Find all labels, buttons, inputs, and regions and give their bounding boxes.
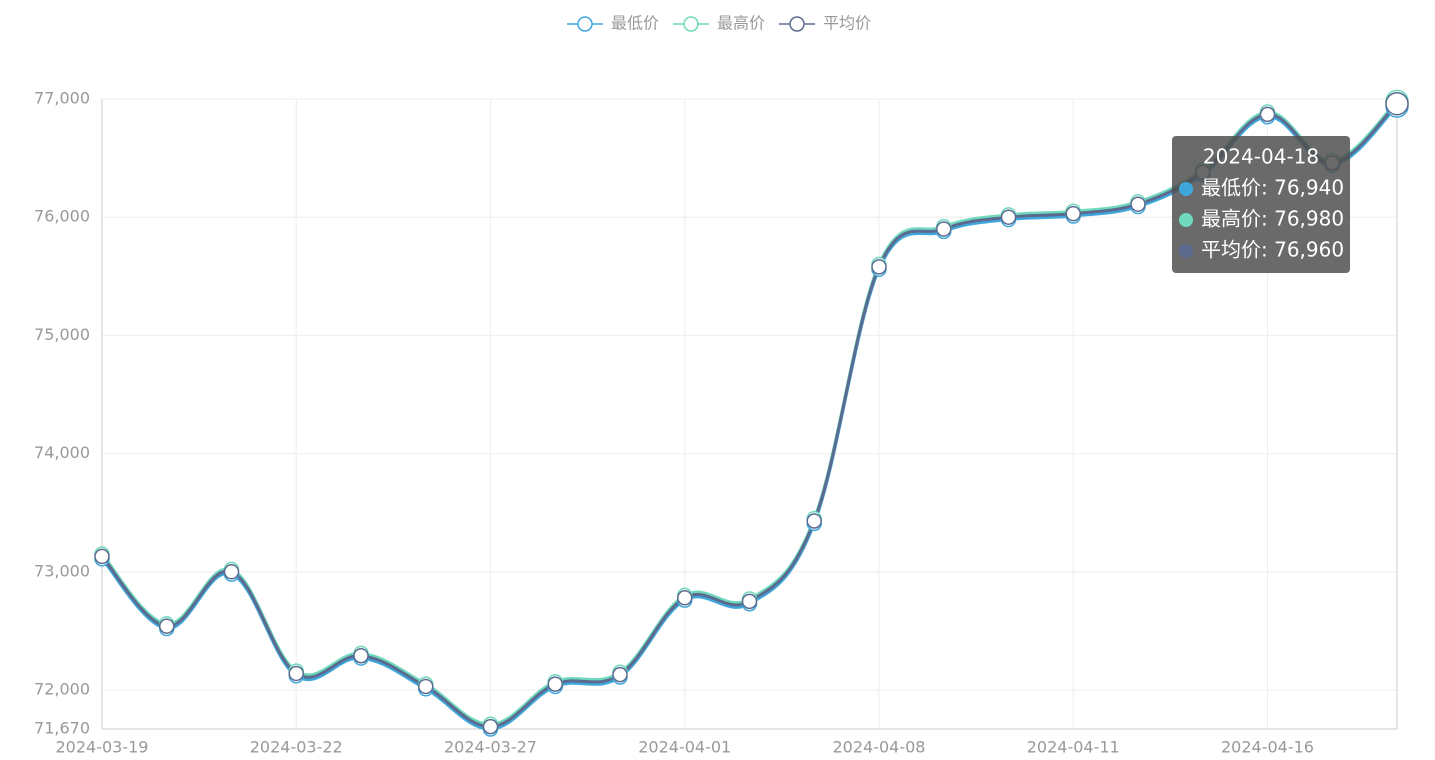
x-tick-label: 2024-04-16 bbox=[1221, 738, 1314, 757]
tooltip-line: 最低价: 76,940 bbox=[1201, 176, 1344, 200]
point bbox=[612, 666, 628, 683]
point bbox=[936, 221, 952, 237]
y-tick-label: 76,000 bbox=[34, 207, 90, 226]
legend-label: 平均价 bbox=[823, 14, 871, 33]
y-tick-label: 75,000 bbox=[34, 325, 90, 344]
point bbox=[1385, 91, 1409, 116]
y-tick-label: 72,000 bbox=[34, 679, 90, 698]
point bbox=[1065, 205, 1081, 222]
x-tick-label: 2024-04-01 bbox=[638, 738, 731, 757]
point bbox=[482, 718, 499, 735]
legend-symbol bbox=[789, 16, 805, 32]
y-tick-label: 73,000 bbox=[34, 561, 90, 580]
point bbox=[871, 259, 887, 275]
legend-symbol bbox=[577, 16, 593, 32]
x-tick-label: 2024-03-22 bbox=[250, 738, 343, 757]
tooltip-box bbox=[1172, 136, 1350, 273]
point bbox=[1000, 209, 1017, 225]
tooltip-dot bbox=[1179, 182, 1193, 196]
tooltip-dot bbox=[1179, 213, 1193, 227]
point bbox=[806, 513, 822, 529]
point bbox=[223, 564, 240, 580]
y-tick-label: 71,670 bbox=[34, 719, 90, 738]
tooltip-dot bbox=[1179, 244, 1193, 258]
tooltip-title: 2024-04-18 bbox=[1203, 145, 1319, 169]
point bbox=[741, 593, 758, 610]
point bbox=[547, 676, 563, 692]
tooltip: 2024-04-18 最低价: 76,940 最高价: 76,980 平均价: 76,… bbox=[1172, 136, 1350, 273]
point bbox=[94, 548, 110, 565]
legend-label: 最高价 bbox=[717, 14, 765, 33]
legend-label: 最低价 bbox=[611, 14, 659, 33]
point bbox=[288, 665, 304, 682]
x-tick-label: 2024-03-19 bbox=[56, 738, 149, 757]
x-tick-label: 2024-03-27 bbox=[444, 738, 537, 757]
point bbox=[159, 618, 175, 634]
point bbox=[353, 647, 369, 664]
tooltip-line: 平均价: 76,960 bbox=[1201, 238, 1344, 262]
tooltip-line: 最高价: 76,980 bbox=[1201, 207, 1344, 231]
point bbox=[1259, 106, 1276, 123]
point bbox=[418, 678, 434, 695]
y-tick-label: 77,000 bbox=[34, 89, 90, 108]
point bbox=[1130, 196, 1146, 212]
y-tick-label: 74,000 bbox=[34, 443, 90, 462]
point bbox=[677, 590, 693, 606]
legend: 最低价 最高价 平均价 bbox=[567, 14, 871, 33]
x-tick-label: 2024-04-11 bbox=[1027, 738, 1120, 757]
x-tick-label: 2024-04-08 bbox=[833, 738, 926, 757]
legend-symbol bbox=[683, 16, 699, 32]
